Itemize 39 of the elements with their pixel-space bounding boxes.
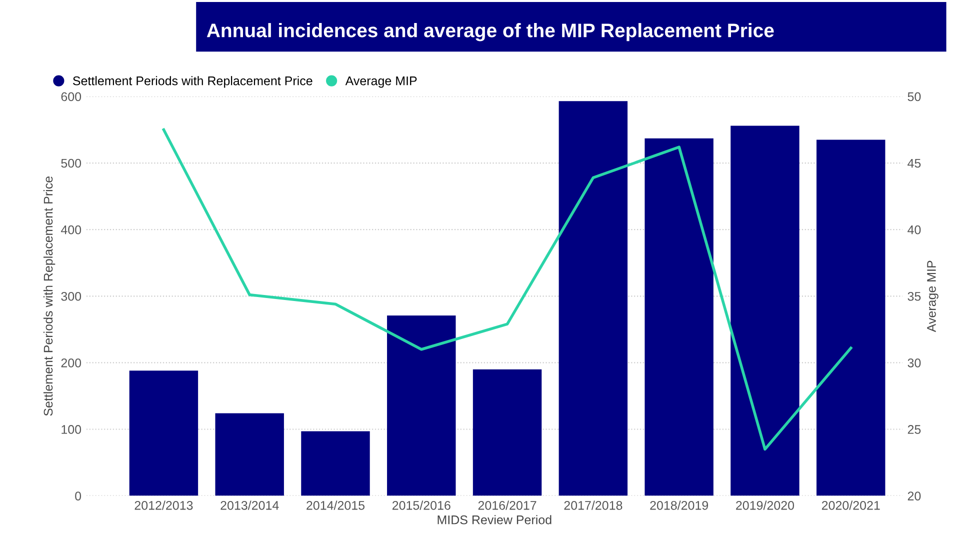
- bar: [558, 101, 628, 496]
- chart-title: Annual incidences and average of the MIP Replacement Price: [206, 23, 774, 42]
- y2-tick-label: 20: [908, 492, 921, 500]
- y-tick-label: 0: [75, 492, 82, 500]
- bar: [472, 369, 542, 496]
- x-tick-label: 2012/2013: [134, 500, 193, 510]
- x-tick-label: 2014/2015: [306, 500, 365, 510]
- bar: [730, 126, 800, 496]
- legend-label: Average MIP: [345, 76, 417, 88]
- bar: [215, 413, 284, 496]
- bar: [644, 138, 714, 496]
- y2-tick-label: 30: [908, 358, 921, 368]
- y2-axis-title: Average MIP: [927, 260, 938, 332]
- bar: [301, 431, 370, 496]
- x-tick-label: 2020/2021: [822, 500, 880, 510]
- y-tick-label: 600: [61, 92, 82, 102]
- y2-tick-label: 50: [908, 92, 921, 102]
- y2-tick-label: 45: [908, 158, 921, 168]
- y-tick-label: 500: [61, 158, 82, 168]
- y-tick-label: 400: [60, 225, 82, 234]
- bar: [816, 140, 886, 496]
- y-axis-title: Settlement Periods with Replacement Price: [43, 176, 56, 416]
- y2-tick-label: 25: [908, 425, 921, 434]
- x-tick-label: 2013/2014: [220, 500, 279, 510]
- x-tick-label: 2019/2020: [736, 500, 794, 510]
- y-tick-label: 100: [62, 425, 82, 434]
- line-series: [162, 128, 852, 451]
- bar: [129, 370, 198, 496]
- x-tick-label: 2015/2016: [392, 500, 450, 510]
- x-tick-label: 2016/2017: [478, 500, 536, 510]
- x-tick-label: 2018/2019: [650, 500, 708, 510]
- x-axis-title: MIDS Review Period: [438, 515, 552, 524]
- x-tick-label: 2017/2018: [564, 500, 622, 510]
- y2-tick-label: 35: [908, 292, 921, 301]
- y2-tick-label: 40: [908, 225, 921, 234]
- y-tick-label: 200: [61, 358, 82, 368]
- bar: [387, 315, 456, 496]
- legend-label: Settlement Periods with Replacement Price: [73, 76, 312, 88]
- y-tick-label: 300: [61, 292, 82, 301]
